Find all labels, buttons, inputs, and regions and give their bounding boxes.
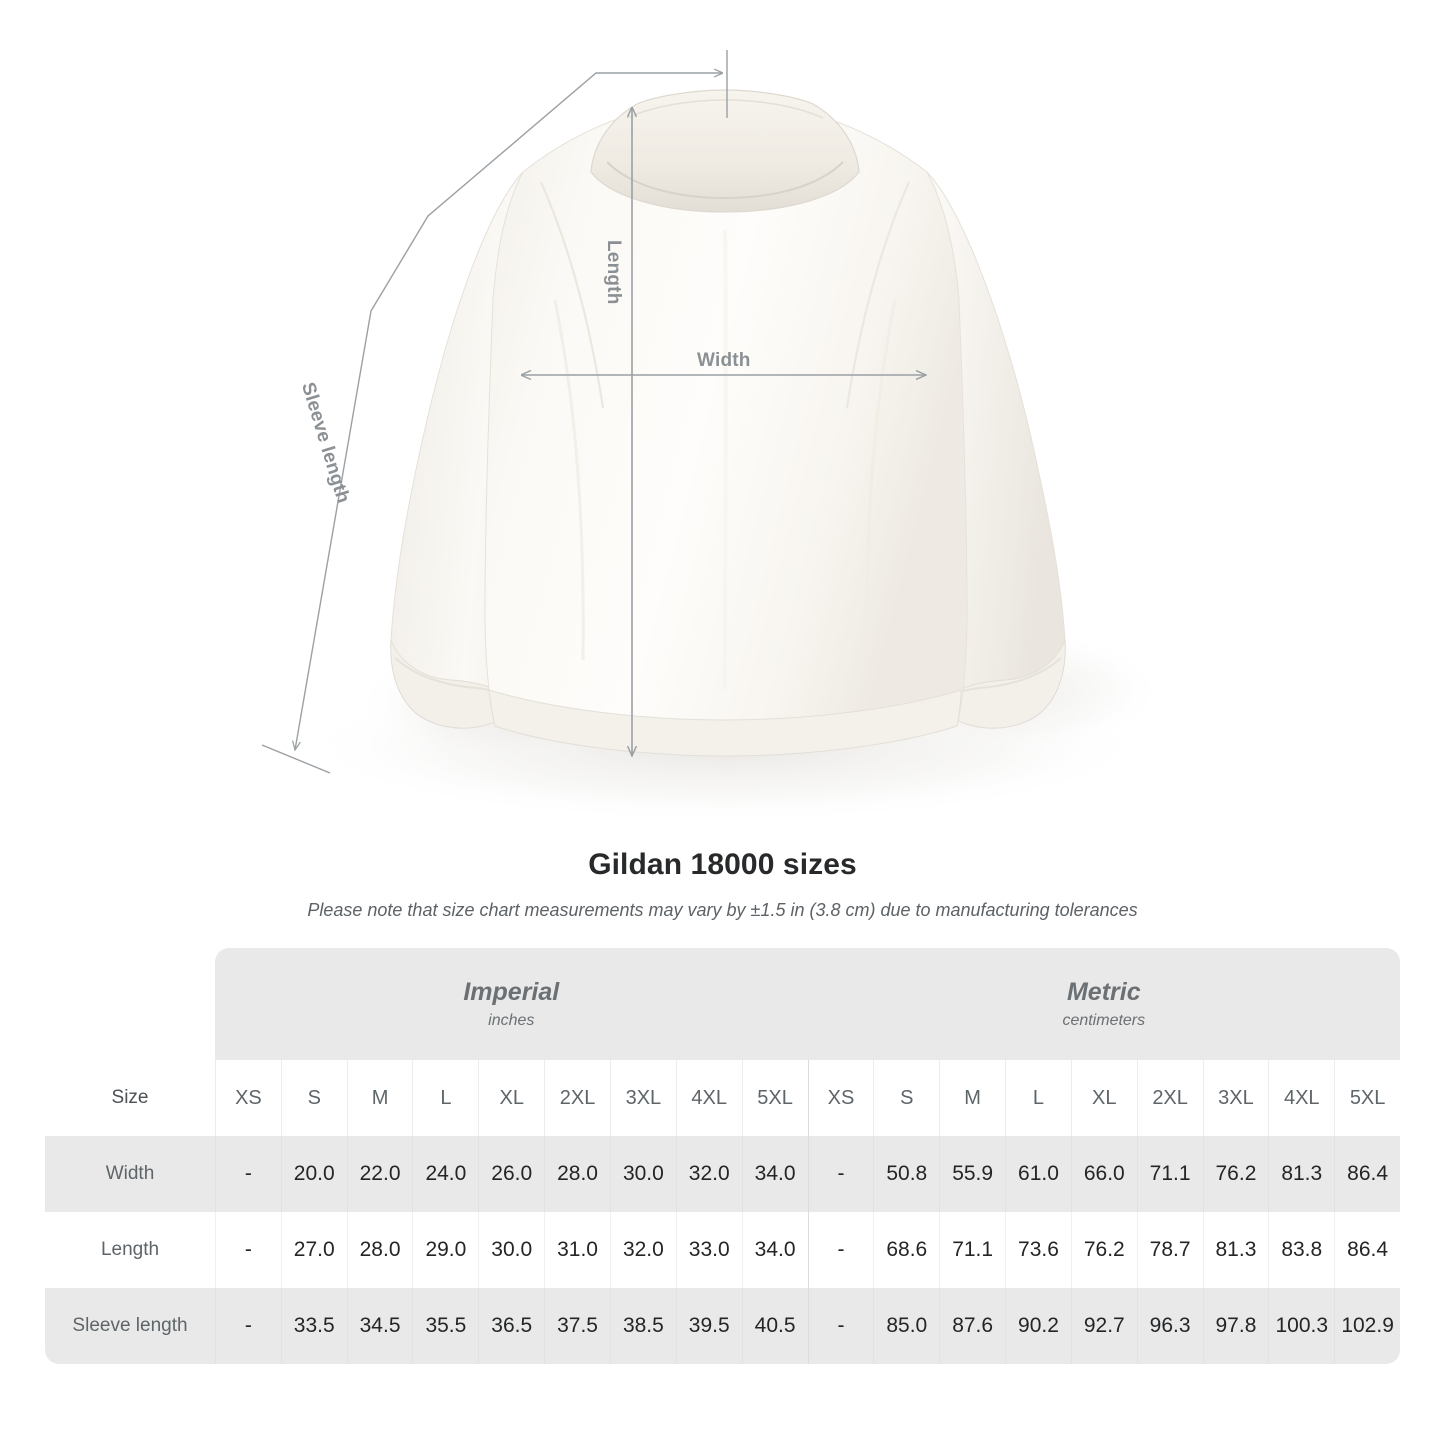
size-header-metric-2xl: 2XL	[1136, 1060, 1203, 1136]
size-chart-table: Imperial inches Metric centimeters Size XS S M L…	[45, 948, 1401, 1364]
table-row: Sleeve length -33.5 34.5 35.5 36.5 37.5 38.5 39…	[45, 1288, 1401, 1364]
cell-length-metric-xl: 76.2	[1070, 1212, 1137, 1288]
width-annotation-label: Width	[697, 350, 751, 371]
size-header-imperial-4xl: 4XL	[675, 1060, 742, 1136]
cell-sleeve-length-imperial-l: 35.5	[412, 1288, 479, 1364]
cell-length-metric-4xl: 83.8	[1268, 1212, 1335, 1288]
cell-sleeve-length-metric-xs: -	[807, 1288, 874, 1364]
garment-diagram: Length Width Sleeve length	[261, 50, 1445, 823]
cell-length-imperial-m: 28.0	[346, 1212, 413, 1288]
cell-length-metric-3xl: 81.3	[1202, 1212, 1269, 1288]
cell-width-metric-2xl: 71.1	[1136, 1136, 1203, 1212]
measurement-guides	[261, 50, 1445, 774]
cell-length-imperial-xl: 30.0	[478, 1212, 545, 1288]
cell-width-imperial-s: 20.0	[280, 1136, 347, 1212]
size-header-metric-xl: XL	[1070, 1060, 1137, 1136]
cell-width-imperial-m: 22.0	[346, 1136, 413, 1212]
cell-sleeve-length-imperial-xl: 36.5	[478, 1288, 545, 1364]
cell-sleeve-length-metric-5xl: 102.9	[1334, 1288, 1401, 1364]
cell-length-imperial-l: 29.0	[412, 1212, 479, 1288]
cuff-tick	[261, 744, 331, 774]
table-row: Width -20.0 22.0 24.0 26.0 28.0 30.0 32.0 34.0-5…	[45, 1136, 1401, 1212]
size-header-metric-s: S	[873, 1060, 940, 1136]
size-header-row: Size XS S M L XL 2XL 3XL 4XL 5XL XS S M L XL 2XL 3XL 4XL 5…	[45, 1060, 1401, 1136]
row-label-length: Length	[45, 1212, 215, 1288]
cell-length-imperial-xs: -	[215, 1212, 281, 1288]
cell-length-metric-l: 73.6	[1005, 1212, 1071, 1288]
cell-length-metric-s: 68.6	[873, 1212, 940, 1288]
cell-length-imperial-3xl: 32.0	[609, 1212, 676, 1288]
size-header-metric-4xl: 4XL	[1268, 1060, 1335, 1136]
cell-sleeve-length-imperial-m: 34.5	[346, 1288, 413, 1364]
cell-sleeve-length-metric-m: 87.6	[939, 1288, 1006, 1364]
cell-length-metric-m: 71.1	[939, 1212, 1006, 1288]
cell-width-metric-m: 55.9	[939, 1136, 1006, 1212]
size-header-imperial-l: L	[412, 1060, 479, 1136]
cell-sleeve-length-metric-3xl: 97.8	[1202, 1288, 1269, 1364]
size-header-metric-l: L	[1005, 1060, 1071, 1136]
cell-width-metric-s: 50.8	[873, 1136, 940, 1212]
imperial-unit-label: inches	[488, 1012, 535, 1029]
cell-width-metric-5xl: 86.4	[1334, 1136, 1401, 1212]
metric-system-label: Metric	[1066, 978, 1141, 1006]
banner-spacer	[45, 948, 215, 1060]
cell-length-metric-5xl: 86.4	[1334, 1212, 1401, 1288]
cell-width-imperial-l: 24.0	[412, 1136, 479, 1212]
cell-width-metric-4xl: 81.3	[1268, 1136, 1335, 1212]
size-chart-table-wrap: Imperial inches Metric centimeters Size XS S M L…	[45, 948, 1401, 1364]
cell-sleeve-length-imperial-xs: -	[215, 1288, 281, 1364]
cell-length-imperial-2xl: 31.0	[544, 1212, 610, 1288]
cell-width-metric-3xl: 76.2	[1202, 1136, 1269, 1212]
tolerance-note: Please note that size chart measurements…	[307, 900, 1138, 920]
size-header-imperial-2xl: 2XL	[544, 1060, 610, 1136]
cell-width-imperial-xl: 26.0	[478, 1136, 545, 1212]
sleeve-length-measure-line	[295, 73, 722, 750]
size-header-imperial-3xl: 3XL	[609, 1060, 676, 1136]
size-corner-label: Size	[45, 1060, 215, 1136]
cell-width-imperial-xs: -	[215, 1136, 281, 1212]
cell-sleeve-length-imperial-5xl: 40.5	[741, 1288, 808, 1364]
cell-length-imperial-4xl: 33.0	[675, 1212, 742, 1288]
cell-length-metric-2xl: 78.7	[1136, 1212, 1203, 1288]
cell-sleeve-length-imperial-2xl: 37.5	[544, 1288, 610, 1364]
cell-sleeve-length-imperial-s: 33.5	[280, 1288, 347, 1364]
cell-length-metric-xs: -	[807, 1212, 874, 1288]
cell-sleeve-length-metric-2xl: 96.3	[1136, 1288, 1203, 1364]
size-header-metric-m: M	[939, 1060, 1006, 1136]
row-label-width: Width	[45, 1136, 215, 1212]
metric-unit-label: centimeters	[1062, 1012, 1146, 1029]
cell-width-imperial-3xl: 30.0	[609, 1136, 676, 1212]
size-header-imperial-xl: XL	[478, 1060, 545, 1136]
cell-width-imperial-2xl: 28.0	[544, 1136, 610, 1212]
cell-sleeve-length-metric-4xl: 100.3	[1268, 1288, 1335, 1364]
size-header-imperial-5xl: 5XL	[741, 1060, 808, 1136]
length-annotation-label: Length	[603, 240, 624, 305]
cell-sleeve-length-metric-l: 90.2	[1005, 1288, 1071, 1364]
cell-length-imperial-s: 27.0	[280, 1212, 347, 1288]
cell-sleeve-length-imperial-4xl: 39.5	[675, 1288, 742, 1364]
cell-width-metric-l: 61.0	[1005, 1136, 1071, 1212]
page-title: Gildan 18000 sizes	[588, 848, 857, 881]
row-label-sleeve-length: Sleeve length	[45, 1288, 215, 1364]
table-row: Length -27.0 28.0 29.0 30.0 31.0 32.0 33.0 34.0-…	[45, 1212, 1401, 1288]
cell-width-metric-xs: -	[807, 1136, 874, 1212]
imperial-banner: Imperial inches	[215, 948, 808, 1060]
size-header-imperial-m: M	[346, 1060, 413, 1136]
size-header-metric-xs: XS	[807, 1060, 874, 1136]
cell-sleeve-length-metric-xl: 92.7	[1070, 1288, 1137, 1364]
size-header-metric-5xl: 5XL	[1334, 1060, 1401, 1136]
cell-length-imperial-5xl: 34.0	[741, 1212, 808, 1288]
unit-banner-row: Imperial inches Metric centimeters	[45, 948, 1401, 1060]
cell-width-imperial-4xl: 32.0	[675, 1136, 742, 1212]
size-header-imperial-s: S	[280, 1060, 347, 1136]
cell-sleeve-length-imperial-3xl: 38.5	[609, 1288, 676, 1364]
size-header-metric-3xl: 3XL	[1202, 1060, 1269, 1136]
imperial-system-label: Imperial	[463, 978, 560, 1006]
title-block: Gildan 18000 sizes Please note that size…	[0, 845, 1445, 922]
cell-width-metric-xl: 66.0	[1070, 1136, 1137, 1212]
size-header-imperial-xs: XS	[215, 1060, 281, 1136]
metric-banner: Metric centimeters	[807, 948, 1401, 1060]
cell-width-imperial-5xl: 34.0	[741, 1136, 808, 1212]
cell-sleeve-length-metric-s: 85.0	[873, 1288, 940, 1364]
